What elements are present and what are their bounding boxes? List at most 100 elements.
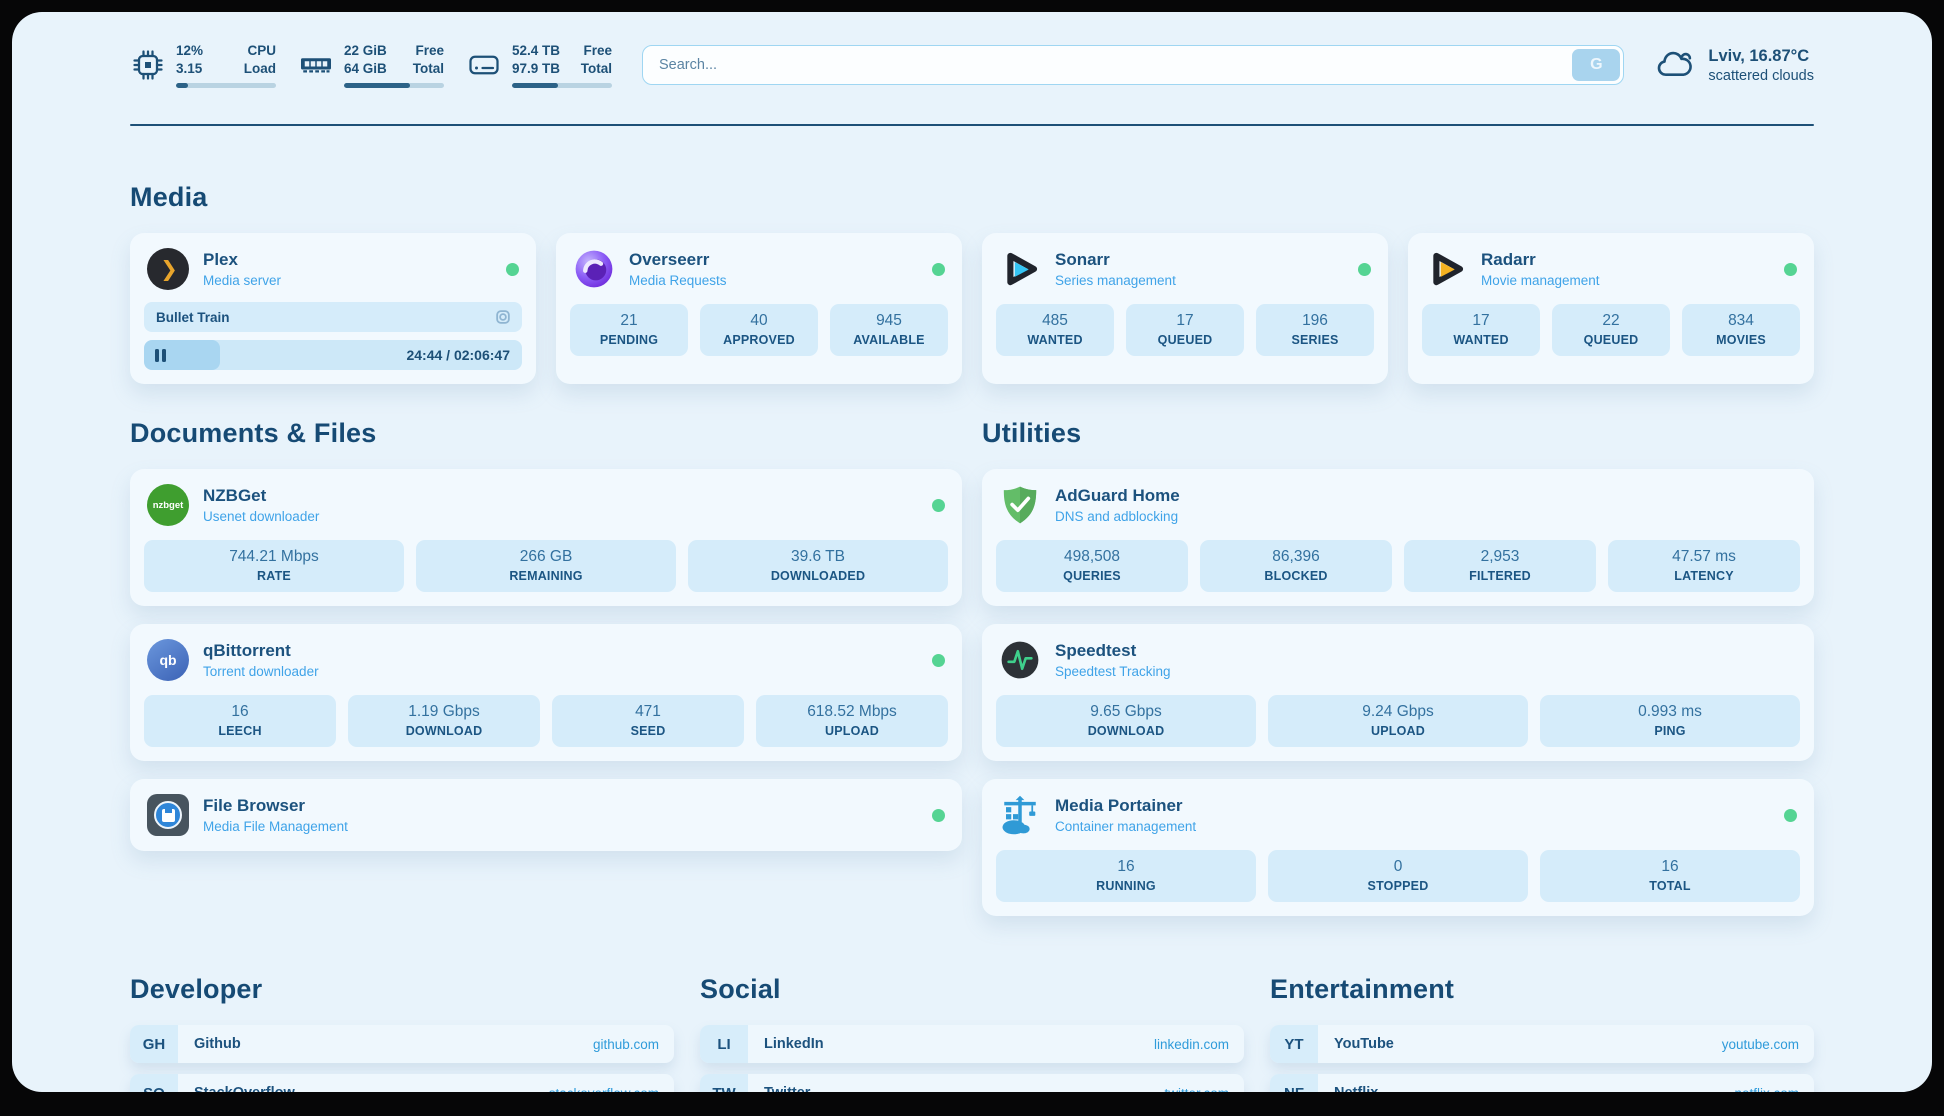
stat-pill: 86,396 BLOCKED [1200, 540, 1392, 593]
stat-pill: 9.65 Gbps DOWNLOAD [996, 695, 1256, 748]
card-subtitle: Container management [1055, 819, 1197, 835]
link-twitter[interactable]: TW Twitter twitter.com [700, 1074, 1244, 1092]
stat-pill: 16 TOTAL [1540, 850, 1800, 903]
link-netflix[interactable]: NF Netflix netflix.com [1270, 1074, 1814, 1092]
system-stats: 12% 3.15 CPU Load 22 GiB [130, 42, 612, 89]
stat-pill: 2,953 FILTERED [1404, 540, 1596, 593]
cpu-progress-bar [176, 83, 276, 89]
stat-pill: 471 SEED [552, 695, 744, 748]
stat-pill: 0.993 ms PING [1540, 695, 1800, 748]
documents-column: Documents & Files nzbget NZBGet Usenet d… [130, 418, 962, 916]
header-divider [130, 124, 1814, 127]
link-youtube[interactable]: YT YouTube youtube.com [1270, 1025, 1814, 1064]
cpu-percent: 12% [176, 43, 204, 58]
link-linkedin[interactable]: LI LinkedIn linkedin.com [700, 1025, 1244, 1064]
playback-progress-bar[interactable]: 24:44 / 02:06:47 [144, 340, 522, 371]
weather-condition: scattered clouds [1708, 67, 1814, 84]
card-title: Overseerr [629, 250, 710, 270]
qbittorrent-icon: qb [147, 639, 189, 682]
stat-pill: 40 APPROVED [700, 304, 818, 357]
playback-time: 24:44 / 02:06:47 [406, 347, 510, 364]
link-github[interactable]: GH Github github.com [130, 1025, 674, 1064]
stat-pill: 22 QUEUED [1552, 304, 1670, 357]
link-url: netflix.com [1734, 1086, 1814, 1092]
link-name: StackOverflow [194, 1085, 295, 1092]
card-title: Sonarr [1055, 250, 1110, 270]
disk-progress-bar [512, 83, 612, 89]
ram-icon [301, 58, 331, 73]
cpu-load-value: 3.15 [176, 61, 203, 77]
card-overseerr[interactable]: Overseerr Media Requests 21 PENDING 40 APP… [556, 233, 962, 385]
weather-widget: Lviv, 16.87°C scattered clouds [1654, 44, 1814, 86]
stat-pill: 498,508 QUERIES [996, 540, 1188, 593]
ram-free-value: 22 GiB [344, 43, 387, 58]
link-url: stackoverflow.com [549, 1086, 674, 1092]
cpu-label-top: CPU [247, 43, 276, 58]
stat-pill: 834 MOVIES [1682, 304, 1800, 357]
disk-stat: 52.4 TB 97.9 TB Free Total [466, 42, 612, 89]
link-name: LinkedIn [764, 1036, 824, 1053]
card-title: AdGuard Home [1055, 486, 1180, 506]
pause-icon [155, 348, 159, 362]
stat-pill: 618.52 Mbps UPLOAD [756, 695, 948, 748]
card-qbittorrent[interactable]: qb qBittorrent Torrent downloader 16 LEEC… [130, 624, 962, 762]
card-plex[interactable]: ❯ Plex Media server Bullet Train [130, 233, 536, 385]
card-title: Media Portainer [1055, 796, 1183, 816]
status-dot [1358, 262, 1371, 276]
ram-total-value: 64 GiB [344, 61, 387, 77]
card-subtitle: Media Requests [629, 273, 727, 289]
now-playing-title: Bullet Train [156, 309, 230, 325]
card-sonarr[interactable]: Sonarr Series management 485 WANTED 17 QUE… [982, 233, 1388, 385]
disk-total-value: 97.9 TB [512, 61, 561, 77]
link-name: Twitter [764, 1085, 810, 1092]
link-url: twitter.com [1164, 1086, 1244, 1092]
gear-icon[interactable] [494, 308, 512, 326]
card-nzbget[interactable]: nzbget NZBGet Usenet downloader 744.21 M… [130, 469, 962, 607]
card-adguard[interactable]: AdGuard Home DNS and adblocking 498,508 Q… [982, 469, 1814, 607]
link-name: Netflix [1334, 1085, 1378, 1092]
card-filebrowser[interactable]: File Browser Media File Management [130, 779, 962, 852]
status-dot [932, 498, 945, 512]
status-dot [932, 808, 945, 822]
link-url: linkedin.com [1153, 1036, 1229, 1052]
link-stackoverflow[interactable]: SO StackOverflow stackoverflow.com [130, 1074, 674, 1092]
status-dot [1784, 262, 1797, 276]
cpu-icon [133, 50, 163, 80]
status-dot [932, 653, 945, 667]
link-abbr: SO [130, 1074, 178, 1092]
card-subtitle: Media server [203, 273, 282, 289]
card-title: Radarr [1481, 250, 1536, 270]
media-cards-row: ❯ Plex Media server Bullet Train [130, 233, 1814, 385]
stat-pill: 196 SERIES [1256, 304, 1374, 357]
stat-pill: 16 LEECH [144, 695, 336, 748]
stat-pill: 17 QUEUED [1126, 304, 1244, 357]
card-title: File Browser [203, 796, 306, 816]
status-dot [1784, 808, 1797, 822]
stat-pill: 485 WANTED [996, 304, 1114, 357]
card-subtitle: Usenet downloader [203, 509, 320, 525]
section-title-developer: Developer [130, 974, 263, 1005]
card-subtitle: DNS and adblocking [1055, 509, 1179, 525]
card-speedtest[interactable]: Speedtest Speedtest Tracking 9.65 Gbps DO… [982, 624, 1814, 762]
plex-icon: ❯ [147, 248, 189, 291]
utilities-column: Utilities AdGuard Home DNS and adblockin… [982, 418, 1814, 917]
card-radarr[interactable]: Radarr Movie management 17 WANTED 22 QUEUE… [1408, 233, 1814, 385]
link-abbr: GH [130, 1025, 178, 1064]
sonarr-icon [999, 248, 1041, 290]
card-portainer[interactable]: Media Portainer Container management 16 R… [982, 779, 1814, 917]
radarr-icon [1425, 248, 1467, 290]
nzbget-icon: nzbget [147, 484, 189, 527]
link-name: YouTube [1334, 1036, 1394, 1053]
link-url: github.com [592, 1036, 659, 1052]
weather-location-temp: Lviv, 16.87°C [1708, 46, 1810, 65]
cpu-stat: 12% 3.15 CPU Load [130, 42, 276, 89]
card-subtitle: Speedtest Tracking [1055, 664, 1171, 680]
search-engine-button[interactable]: G [1572, 49, 1621, 82]
dashboard-panel: 12% 3.15 CPU Load 22 GiB [12, 12, 1932, 1092]
cpu-label-bottom: Load [243, 61, 276, 77]
top-bar: 12% 3.15 CPU Load 22 GiB [130, 12, 1814, 89]
cloud-icon [1658, 52, 1693, 77]
search-input[interactable] [642, 45, 1625, 86]
ram-stat: 22 GiB 64 GiB Free Total [298, 42, 444, 89]
card-title: Speedtest [1055, 641, 1137, 661]
